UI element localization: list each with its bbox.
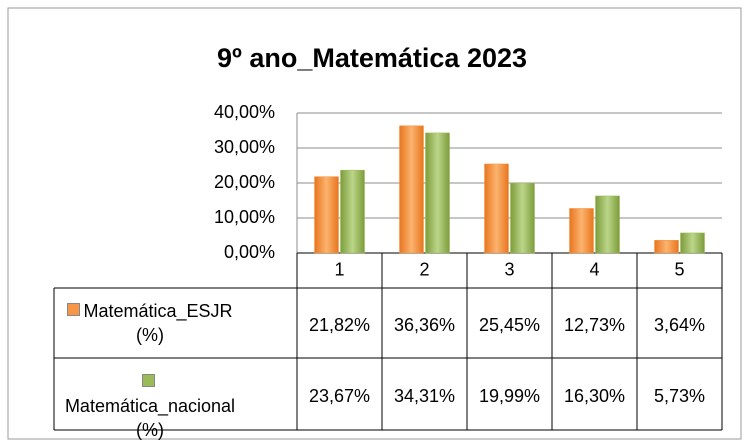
- bar: [340, 169, 365, 254]
- x-tick-label: 3: [504, 259, 514, 279]
- bar: [399, 125, 424, 254]
- legend-entry: Matemática_ESJR (%): [62, 299, 238, 347]
- table-value: 34,31%: [394, 386, 455, 406]
- table-value: 5,73%: [654, 386, 705, 406]
- bar: [654, 240, 679, 254]
- chart-title: 9º ano_Matemática 2023: [217, 43, 527, 73]
- bar: [595, 195, 620, 254]
- bar: [425, 132, 450, 254]
- y-tick-label: 30,00%: [214, 137, 275, 157]
- y-tick-label: 10,00%: [214, 207, 275, 227]
- bar: [680, 232, 705, 254]
- legend-swatch: [67, 303, 81, 316]
- x-tick-label: 5: [674, 259, 684, 279]
- bar: [510, 182, 535, 254]
- bar: [484, 163, 509, 254]
- y-tick-label: 20,00%: [214, 172, 275, 192]
- y-tick-label: 40,00%: [214, 102, 275, 122]
- bar: [569, 208, 594, 254]
- table-value: 25,45%: [479, 315, 540, 335]
- table-value: 3,64%: [654, 315, 705, 335]
- table-value: 19,99%: [479, 386, 540, 406]
- x-tick-label: 4: [589, 259, 599, 279]
- legend-swatch: [142, 374, 155, 387]
- y-tick-label: 0,00%: [224, 242, 275, 262]
- table-value: 23,67%: [309, 386, 370, 406]
- legend-label: Matemática_ESJR (%): [83, 301, 233, 345]
- x-tick-label: 2: [419, 259, 429, 279]
- table-value: 36,36%: [394, 315, 455, 335]
- legend-label: Matemática_nacional (%): [64, 396, 236, 440]
- table-value: 21,82%: [309, 315, 370, 335]
- table-value: 12,73%: [564, 315, 625, 335]
- table-value: 16,30%: [564, 386, 625, 406]
- x-tick-label: 1: [334, 259, 344, 279]
- bar: [314, 176, 339, 254]
- legend-entry: Matemática_nacional (%): [62, 370, 238, 442]
